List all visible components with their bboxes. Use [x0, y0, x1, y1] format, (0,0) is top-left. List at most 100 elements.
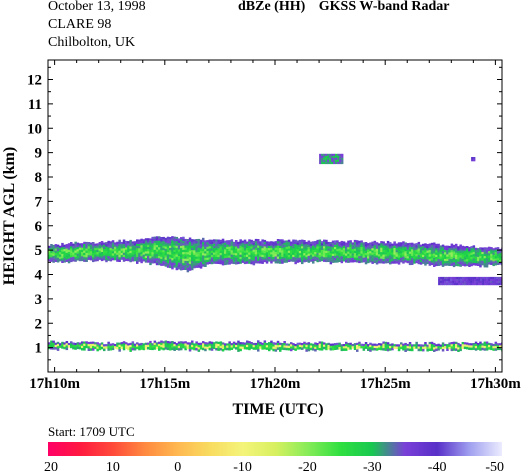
lower-trailing-layer — [438, 276, 502, 286]
echo-cell — [221, 258, 225, 261]
echo-cell — [430, 341, 434, 345]
echo-cell — [276, 243, 280, 246]
echo-cell — [375, 257, 379, 261]
echo-cell — [243, 344, 247, 348]
echo-cell — [468, 264, 471, 267]
echo-cell — [155, 344, 159, 347]
echo-cell — [228, 341, 231, 344]
echo-cell — [241, 240, 245, 244]
echo-cell — [241, 256, 245, 259]
echo-cell — [94, 256, 97, 260]
echo-cell — [50, 342, 53, 346]
echo-cell — [239, 261, 242, 264]
echo-cell — [281, 259, 284, 262]
echo-cell — [142, 245, 146, 249]
echo-cell — [476, 282, 479, 286]
echo-cell — [279, 239, 282, 242]
echo-cell — [63, 342, 66, 345]
echo-cell — [419, 244, 423, 248]
echo-cell — [482, 276, 485, 280]
echo-cell — [476, 276, 479, 280]
echo-cell — [329, 153, 332, 157]
echo-cell — [419, 257, 423, 261]
echo-cell — [378, 347, 381, 350]
echo-cell — [325, 159, 328, 163]
echo-cell — [177, 253, 181, 257]
echo-cell — [353, 248, 357, 252]
echo-cell — [177, 264, 181, 268]
echo-cell — [250, 248, 253, 252]
echo-cell — [210, 252, 214, 256]
echo-cell — [472, 278, 475, 282]
echo-cell — [373, 243, 377, 246]
echo-cell — [305, 344, 308, 348]
echo-cell — [382, 261, 385, 264]
echo-cell — [452, 249, 456, 252]
echo-cell — [98, 343, 102, 346]
echo-cell — [470, 276, 473, 280]
echo-cell — [402, 245, 405, 249]
echo-cell — [319, 159, 322, 163]
echo-cell — [428, 252, 432, 255]
echo-cell — [188, 246, 192, 249]
echo-cell — [452, 253, 456, 257]
echo-cell — [356, 240, 359, 243]
echo-cell — [252, 251, 256, 255]
echo-cell — [162, 258, 165, 262]
echo-cell — [338, 257, 341, 260]
echo-cell — [265, 345, 269, 348]
echo-cell — [243, 257, 247, 260]
echo-cell — [116, 259, 119, 262]
echo-cell — [138, 239, 141, 242]
echo-cell — [268, 259, 271, 262]
echo-cell — [433, 260, 436, 263]
echo-cell — [417, 259, 421, 262]
echo-cell — [149, 347, 152, 350]
echo-cell — [191, 342, 194, 346]
echo-cell — [452, 348, 456, 351]
echo-cell — [144, 258, 148, 261]
echo-cell — [450, 245, 454, 249]
echo-cell — [111, 345, 115, 348]
echo-cell — [160, 237, 163, 240]
echo-cell — [166, 238, 170, 242]
echo-cell — [485, 254, 489, 257]
echo-cell — [237, 244, 240, 247]
echo-cell — [129, 248, 132, 252]
echo-cell — [406, 254, 410, 257]
echo-cell — [85, 248, 88, 251]
echo-cell — [470, 257, 473, 260]
echo-cell — [417, 257, 421, 260]
echo-cell — [268, 250, 271, 253]
echo-cell — [169, 256, 172, 260]
echo-cell — [316, 347, 319, 350]
echo-cell — [457, 345, 460, 348]
echo-cell — [303, 255, 306, 258]
echo-cell — [248, 241, 251, 244]
echo-cell — [164, 251, 168, 254]
echo-cell — [334, 251, 337, 254]
echo-cell — [301, 261, 304, 265]
echo-cell — [411, 260, 414, 263]
echo-cell — [237, 255, 240, 258]
echo-cell — [337, 161, 340, 165]
echo-cell — [459, 346, 462, 349]
echo-cell — [281, 248, 284, 251]
echo-cell — [456, 276, 459, 280]
echo-cell — [195, 247, 198, 251]
echo-cell — [248, 245, 251, 249]
echo-cell — [226, 262, 229, 265]
echo-cell — [221, 238, 225, 242]
echo-cell — [224, 240, 227, 244]
echo-cell — [136, 246, 139, 249]
echo-cell — [70, 345, 73, 349]
echo-cell — [459, 248, 462, 252]
echo-cell — [197, 342, 201, 346]
echo-cell — [468, 345, 471, 348]
echo-cell — [373, 240, 377, 244]
echo-cell — [356, 345, 359, 348]
echo-cell — [400, 255, 403, 258]
echo-cell — [50, 340, 53, 343]
echo-cell — [230, 347, 234, 350]
echo-cell — [177, 341, 181, 344]
